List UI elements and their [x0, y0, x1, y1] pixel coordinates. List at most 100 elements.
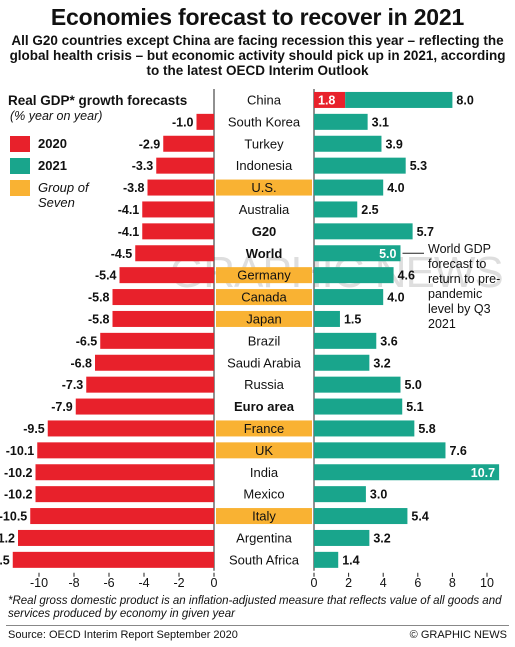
value-2020-canada: -5.8 [88, 291, 110, 305]
value-2020-australia: -4.1 [118, 203, 140, 217]
category-label-china: China [247, 92, 282, 107]
value-2020-g20: -4.1 [118, 225, 140, 239]
bar-2020-japan [112, 310, 214, 327]
legend-label-2020: 2020 [38, 136, 67, 151]
legend-label-2021: 2021 [38, 158, 67, 173]
tick-label-2021-1: 2 [345, 576, 352, 590]
bar-2021-indonesia [314, 157, 406, 174]
g7-highlight-u-s [216, 179, 312, 196]
value-2021-euro-area: 5.1 [406, 400, 423, 414]
value-2020-italy: -10.5 [0, 510, 27, 524]
source: Source: OECD Interim Report September 20… [8, 629, 238, 641]
bar-2020-canada [112, 289, 214, 306]
value-2020-turkey: -2.9 [139, 137, 161, 151]
category-label-euro-area: Euro area [234, 399, 295, 414]
value-2021-russia: 5.0 [405, 378, 422, 392]
value-2021-south-korea: 3.1 [372, 115, 389, 129]
value-2021-mexico: 3.0 [370, 488, 387, 502]
g7-highlight-france [216, 420, 312, 437]
bar-2021-turkey [314, 135, 382, 152]
value-2021-japan: 1.5 [344, 312, 361, 326]
chart-title: Economies forecast to recover in 2021 [50, 4, 465, 30]
value-2020-south-africa: -11.5 [0, 553, 10, 567]
value-2020-mexico: -10.2 [4, 488, 33, 502]
tick-label-2021-2: 4 [380, 576, 387, 590]
category-label-brazil: Brazil [248, 333, 281, 348]
value-2020-indonesia: -3.3 [132, 159, 154, 173]
value-2021-indonesia: 5.3 [410, 159, 427, 173]
bar-2020-italy [30, 508, 214, 525]
value-2021-italy: 5.4 [411, 510, 428, 524]
legend-swatch-2021 [10, 158, 30, 174]
bar-2020-india [35, 464, 214, 481]
category-label-south-korea: South Korea [228, 114, 301, 129]
tick-label-2021-3: 6 [414, 576, 421, 590]
category-label-germany: Germany [237, 268, 291, 283]
value-2020-germany: -5.4 [95, 269, 117, 283]
value-2021-argentina: 3.2 [373, 531, 390, 545]
legend-title: Real GDP* growth forecasts [8, 93, 188, 108]
bar-2020-china [314, 91, 346, 108]
tick-label-2020-4: -2 [173, 576, 184, 590]
bar-2020-france [47, 420, 214, 437]
legend-label-g7: Group of Seven [38, 180, 89, 210]
g7-highlight-italy [216, 508, 312, 525]
g7-highlight-canada [216, 289, 312, 306]
g7-highlight-japan [216, 310, 312, 327]
bar-2020-uk [37, 442, 214, 459]
category-label-india: India [250, 465, 279, 480]
category-label-japan: Japan [246, 311, 281, 326]
legend-unit: (% year on year) [10, 109, 103, 123]
bar-2020-south-africa [12, 551, 214, 568]
category-label-world: World [246, 246, 283, 261]
value-2020-south-korea: -1.0 [172, 115, 194, 129]
value-2021-uk: 7.6 [449, 444, 466, 458]
value-2021-turkey: 3.9 [385, 137, 402, 151]
bar-2020-saudi-arabia [95, 354, 214, 371]
category-label-turkey: Turkey [244, 136, 284, 151]
value-2021-australia: 2.5 [361, 203, 378, 217]
bar-2021-mexico [314, 486, 366, 503]
category-label-france: France [244, 421, 284, 436]
bar-2021-world [314, 245, 401, 262]
legend-swatch-g7 [10, 180, 30, 196]
bar-2021-u-s [314, 179, 384, 196]
bar-2021-euro-area [314, 398, 403, 415]
category-label-uk: UK [255, 443, 273, 458]
tick-label-2020-3: -4 [138, 576, 149, 590]
bar-2021-canada [314, 289, 384, 306]
bar-2020-germany [119, 267, 214, 284]
legend-swatch-2020 [10, 136, 30, 152]
category-label-g20: G20 [252, 224, 277, 239]
credit: © GRAPHIC NEWS [409, 629, 507, 641]
g7-highlight-germany [216, 267, 312, 284]
g7-highlight-uk [216, 442, 312, 459]
bar-2021-france [314, 420, 415, 437]
category-label-argentina: Argentina [236, 530, 292, 545]
bar-2020-euro-area [75, 398, 214, 415]
value-2020-china: 1.8 [318, 93, 335, 107]
value-2021-g20: 5.7 [417, 225, 434, 239]
bar-2021-australia [314, 201, 358, 218]
category-label-russia: Russia [244, 377, 285, 392]
bar-2021-brazil [314, 332, 377, 349]
bar-2020-argentina [18, 529, 214, 546]
value-2020-saudi-arabia: -6.8 [70, 356, 92, 370]
category-label-u-s: U.S. [251, 180, 276, 195]
bar-2020-turkey [163, 135, 214, 152]
value-2021-germany: 4.6 [398, 269, 415, 283]
value-2021-south-africa: 1.4 [342, 553, 359, 567]
bar-2021-india [314, 464, 500, 481]
value-2020-russia: -7.3 [62, 378, 84, 392]
bar-2020-russia [86, 376, 214, 393]
bar-2021-japan [314, 310, 340, 327]
value-2021-saudi-arabia: 3.2 [373, 356, 390, 370]
value-2020-uk: -10.1 [6, 444, 35, 458]
tick-label-2021-0: 0 [311, 576, 318, 590]
tick-label-2020-1: -8 [68, 576, 79, 590]
bar-2020-mexico [35, 486, 214, 503]
bar-2020-brazil [100, 332, 214, 349]
bar-2021-south-korea [314, 113, 368, 130]
